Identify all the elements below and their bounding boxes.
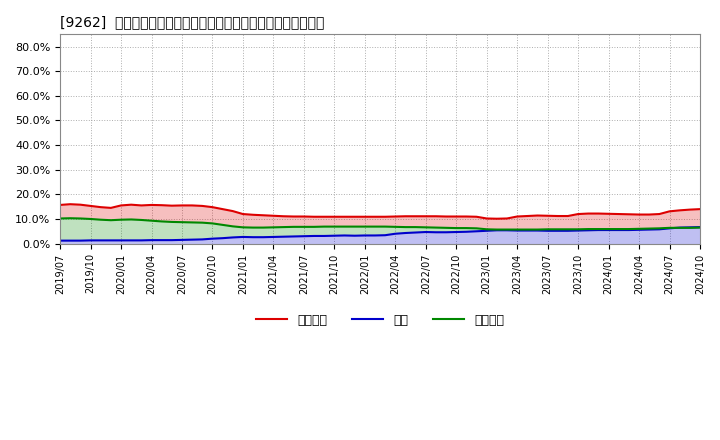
買入債務 [381,224,390,229]
在庫 [462,229,471,235]
在庫 [411,230,420,235]
在庫 [320,233,328,238]
売上債権 [66,202,75,207]
Line: 売上債権: 売上債権 [60,204,700,219]
売上債権 [147,202,156,208]
Line: 買入債務: 買入債務 [60,218,700,230]
Legend: 売上債権, 在庫, 買入債務: 売上債権, 在庫, 買入債務 [251,308,510,331]
買入債務 [147,218,156,224]
買入債務 [66,216,75,221]
在庫 [137,238,145,243]
在庫 [55,238,64,243]
売上債権 [696,206,704,212]
売上債権 [55,202,64,208]
買入債務 [482,227,491,232]
売上債権 [330,214,338,220]
買入債務 [330,224,338,229]
Line: 在庫: 在庫 [60,227,700,241]
売上債権 [421,214,430,219]
売上債権 [492,216,501,221]
買入債務 [421,225,430,230]
売上債権 [472,214,481,220]
在庫 [371,233,379,238]
買入債務 [492,227,501,232]
在庫 [696,224,704,230]
在庫 [472,229,481,234]
買入債務 [696,225,704,230]
売上債権 [381,214,390,220]
Text: [9262]  売上債権、在庫、買入債務の総資産に対する比率の推移: [9262] 売上債権、在庫、買入債務の総資産に対する比率の推移 [60,15,325,29]
買入債務 [55,216,64,221]
買入債務 [472,226,481,231]
売上債権 [482,216,491,221]
